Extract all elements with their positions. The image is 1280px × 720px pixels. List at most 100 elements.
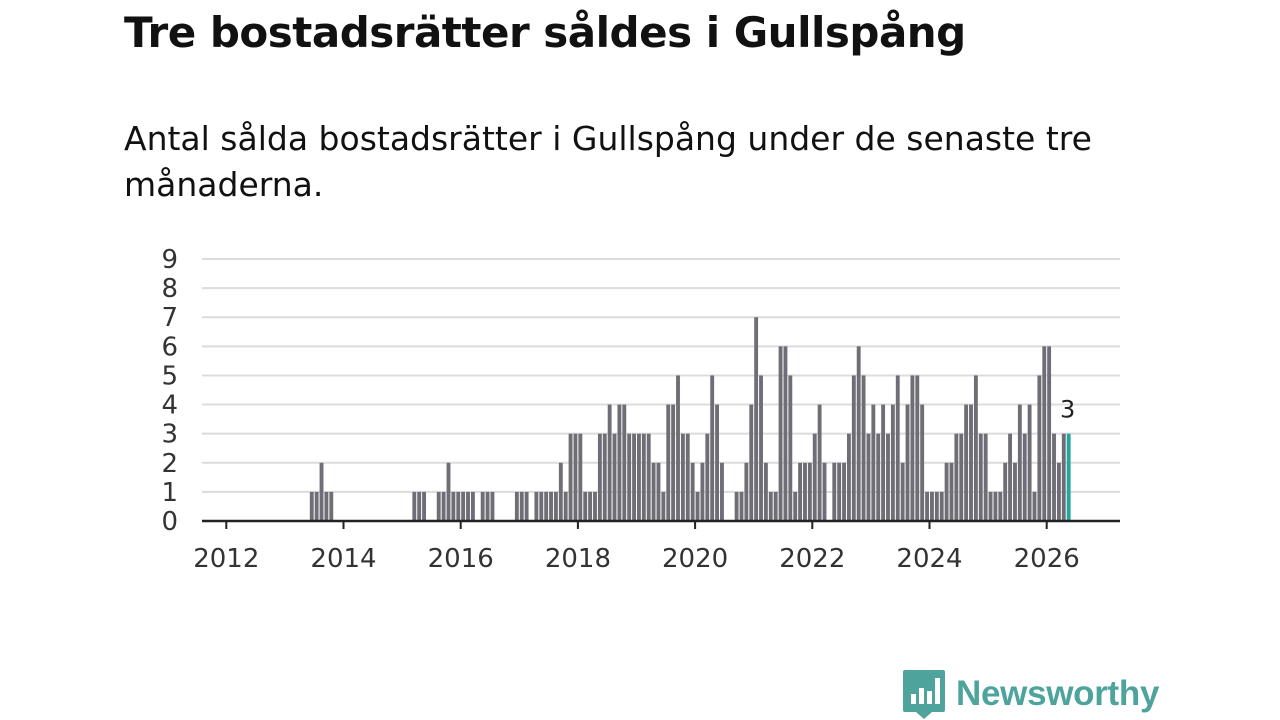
- bar: [544, 491, 549, 521]
- bar: [993, 491, 998, 521]
- bar: [881, 404, 886, 521]
- bar: [866, 433, 871, 521]
- y-tick-label: 5: [161, 361, 178, 391]
- bar: [1017, 404, 1022, 521]
- bar: [1052, 433, 1056, 521]
- bar: [451, 491, 456, 521]
- bar: [749, 404, 754, 521]
- bar: [803, 462, 807, 521]
- bar: [583, 491, 588, 521]
- bar: [700, 462, 705, 521]
- y-tick-label: 7: [161, 303, 178, 333]
- bar: [910, 375, 915, 521]
- y-tick-label: 2: [161, 449, 178, 479]
- bar: [490, 491, 495, 521]
- bar: [949, 462, 954, 521]
- x-tick-label: 2026: [1014, 544, 1080, 574]
- bar: [690, 462, 695, 521]
- bar: [646, 433, 651, 521]
- y-tick-label: 6: [161, 332, 178, 362]
- bar: [1032, 491, 1037, 521]
- chart-title: Tre bostadsrätter såldes i Gullspång: [124, 8, 966, 57]
- bar: [436, 491, 441, 521]
- bar: [1047, 346, 1052, 521]
- bar: [812, 433, 817, 521]
- bar: [314, 491, 319, 521]
- bar: [617, 404, 622, 521]
- highlight-value-label: 3: [1060, 396, 1075, 424]
- chart-subtitle: Antal sålda bostadsrätter i Gullspång un…: [124, 119, 1092, 204]
- x-tick-label: 2016: [428, 544, 494, 574]
- bar: [632, 433, 636, 521]
- bar: [905, 404, 910, 521]
- bar: [666, 404, 671, 521]
- bar: [558, 462, 563, 521]
- bar: [817, 404, 822, 521]
- bar: [680, 433, 685, 521]
- x-tick-label: 2024: [896, 544, 962, 574]
- bar: [934, 491, 939, 521]
- bar: [612, 433, 617, 521]
- bar: [519, 491, 524, 521]
- bar: [973, 375, 978, 521]
- bar: [798, 462, 803, 521]
- bar: [568, 433, 573, 521]
- bar: [793, 491, 798, 521]
- bar: [856, 346, 861, 521]
- bar: [900, 462, 905, 521]
- bar: [446, 462, 451, 521]
- bar: [822, 462, 827, 521]
- bar: [807, 462, 812, 521]
- y-tick-label: 9: [161, 245, 178, 275]
- y-tick-label: 8: [161, 274, 178, 304]
- bar: [861, 375, 866, 521]
- bar: [959, 433, 964, 521]
- bar: [705, 433, 710, 521]
- x-tick-label: 2020: [662, 544, 728, 574]
- bar: [466, 491, 470, 521]
- bar: [876, 433, 881, 521]
- bar: [944, 462, 949, 521]
- bar: [685, 433, 690, 521]
- bar: [783, 346, 788, 521]
- bar: [319, 462, 324, 521]
- bar: [734, 491, 739, 521]
- bar: [1027, 404, 1032, 521]
- bar: [998, 491, 1003, 521]
- bar: [651, 462, 656, 521]
- bar: [524, 491, 529, 521]
- bar: [1042, 346, 1047, 521]
- bar: [578, 433, 583, 521]
- bar: [588, 491, 593, 521]
- bar: [842, 462, 846, 521]
- bars: [309, 317, 1071, 521]
- bar: [676, 375, 680, 521]
- bar: [886, 433, 890, 521]
- y-tick-label: 0: [161, 507, 178, 537]
- bar: [514, 491, 519, 521]
- bar: [661, 491, 666, 521]
- bar: [768, 491, 773, 521]
- bar-highlight: [1066, 433, 1071, 521]
- x-tick-label: 2014: [310, 544, 376, 574]
- bar: [563, 491, 568, 521]
- bar: [759, 375, 763, 521]
- newsworthy-logo-icon: [903, 670, 945, 719]
- bar: [978, 433, 983, 521]
- bar: [1008, 433, 1013, 521]
- bar: [1003, 462, 1008, 521]
- x-tick-label: 2022: [779, 544, 845, 574]
- bar: [1013, 462, 1017, 521]
- bar: [480, 491, 485, 521]
- bar: [895, 375, 900, 521]
- bar: [832, 462, 837, 521]
- bar: [417, 491, 422, 521]
- bar: [534, 491, 539, 521]
- bar: [412, 491, 417, 521]
- y-tick-label: 4: [161, 391, 178, 421]
- bar: [871, 404, 876, 521]
- bar: [549, 491, 553, 521]
- bar: [964, 404, 969, 521]
